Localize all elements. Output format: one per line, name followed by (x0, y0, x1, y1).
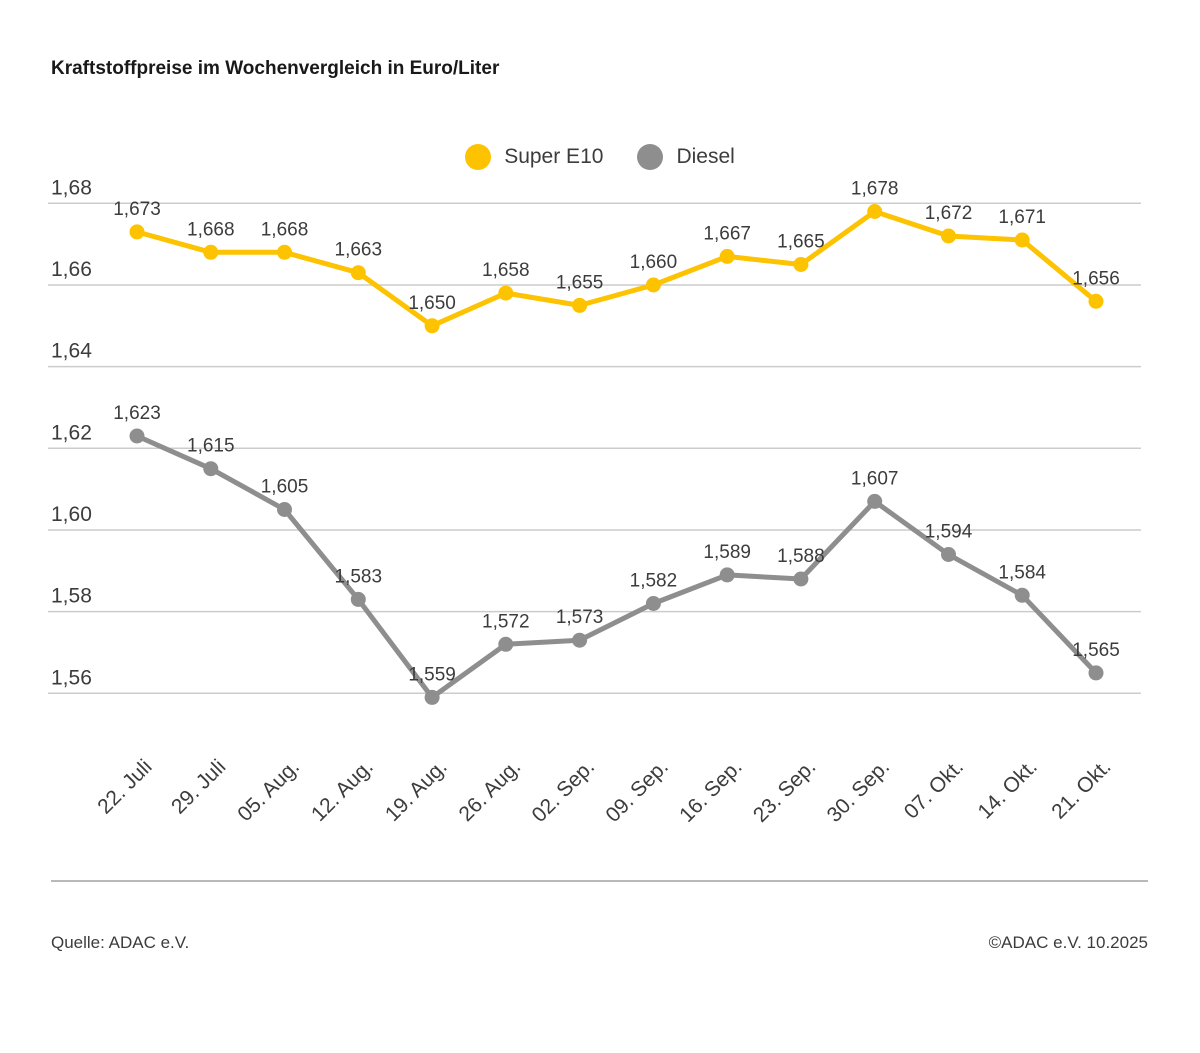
source-credit: Quelle: ADAC e.V. (51, 933, 190, 952)
x-tick-label: 19. Aug. (381, 755, 452, 826)
y-tick-label: 1,56 (51, 666, 92, 689)
data-point-marker (129, 224, 145, 240)
data-point-marker (203, 244, 219, 260)
chart-title: Kraftstoffpreise im Wochenvergleich in E… (51, 58, 500, 79)
point-value-label: 1,668 (261, 219, 309, 240)
x-tick-label: 16. Sep. (675, 755, 747, 827)
data-point-marker (1088, 665, 1104, 681)
data-point-marker (1014, 232, 1030, 248)
y-tick-label: 1,60 (51, 503, 92, 526)
point-value-label: 1,678 (851, 179, 899, 200)
x-tick-label: 05. Aug. (233, 755, 304, 826)
data-point-marker (941, 547, 956, 562)
point-value-label: 1,660 (630, 252, 678, 273)
series-diesel (129, 428, 1104, 705)
x-axis-labels: 22. Juli 29. Juli 05. Aug. 12. Aug. 19. Aug.… (93, 755, 1115, 827)
super-e10-swatch-icon (465, 144, 492, 170)
copyright-note: ©ADAC e.V. 10.2025 (988, 933, 1148, 952)
point-value-label: 1,594 (925, 522, 973, 543)
data-point-marker (498, 636, 514, 652)
data-point-marker (1088, 293, 1104, 309)
x-tick-label: 09. Sep. (601, 755, 673, 827)
point-value-labels: 1,673 1,668 1,668 1,663 1,650 1,658 1,655 1,660… (113, 179, 1120, 686)
point-value-label: 1,588 (777, 546, 825, 567)
footer-divider (51, 880, 1148, 882)
point-value-label: 1,650 (408, 293, 456, 314)
point-value-label: 1,668 (187, 219, 235, 240)
data-point-marker (793, 571, 809, 587)
legend-item-super-e10: Super E10 (465, 144, 603, 170)
point-value-label: 1,655 (556, 272, 604, 293)
legend-item-diesel: Diesel (637, 144, 735, 170)
x-tick-label: 12. Aug. (307, 755, 378, 826)
data-point-marker (645, 596, 661, 611)
x-tick-label: 30. Sep. (823, 755, 895, 827)
data-point-marker (645, 277, 661, 293)
legend-label-diesel: Diesel (676, 145, 735, 168)
y-tick-label: 1,66 (51, 258, 92, 281)
series-super-e10 (129, 204, 1104, 334)
data-point-marker (867, 493, 883, 509)
data-point-marker (129, 428, 145, 444)
diesel-swatch-icon (637, 144, 664, 170)
x-tick-label: 26. Aug. (455, 755, 526, 826)
data-point-marker (350, 591, 366, 607)
x-tick-label: 29. Juli (167, 755, 230, 818)
point-value-label: 1,663 (335, 240, 383, 261)
x-tick-label: 14. Okt. (973, 755, 1041, 823)
y-tick-label: 1,62 (51, 421, 92, 444)
data-point-marker (350, 265, 366, 281)
point-value-label: 1,656 (1072, 268, 1120, 289)
data-point-marker (1014, 587, 1030, 603)
data-point-marker (793, 257, 809, 272)
series-line (134, 209, 1099, 329)
data-point-marker (203, 461, 219, 477)
data-point-marker (424, 318, 440, 334)
grid-and-y-axis: 1,68 1,66 1,64 1,62 1,60 1,58 1,56 (48, 176, 1141, 695)
data-point-marker (424, 689, 440, 705)
point-value-label: 1,607 (851, 468, 899, 489)
data-point-marker (277, 244, 292, 260)
point-value-label: 1,572 (482, 611, 530, 632)
point-value-label: 1,615 (187, 436, 235, 457)
x-tick-label: 07. Okt. (900, 755, 968, 823)
point-value-label: 1,584 (998, 562, 1046, 583)
data-point-marker (572, 297, 588, 313)
point-value-label: 1,565 (1072, 640, 1120, 661)
data-point-marker (498, 285, 514, 301)
point-value-label: 1,667 (703, 223, 751, 244)
data-point-marker (572, 632, 588, 648)
y-tick-label: 1,68 (51, 176, 92, 199)
point-value-label: 1,582 (630, 571, 678, 592)
x-tick-label: 21. Okt. (1047, 755, 1115, 823)
point-value-label: 1,589 (703, 542, 751, 563)
point-value-label: 1,559 (408, 664, 456, 685)
data-point-marker (277, 502, 292, 517)
data-point-marker (867, 204, 883, 219)
point-value-label: 1,671 (998, 207, 1046, 228)
point-value-label: 1,672 (925, 203, 973, 224)
point-value-label: 1,623 (113, 403, 161, 424)
data-point-marker (719, 248, 735, 264)
point-value-label: 1,673 (113, 199, 161, 220)
x-tick-label: 02. Sep. (528, 755, 600, 827)
y-tick-label: 1,58 (51, 585, 92, 608)
y-tick-label: 1,64 (51, 340, 92, 363)
chart-legend: Super E10 Diesel (0, 144, 1200, 170)
point-value-label: 1,665 (777, 232, 825, 253)
point-value-label: 1,658 (482, 260, 530, 281)
point-value-label: 1,605 (261, 477, 309, 498)
data-point-marker (719, 567, 735, 583)
series-line (134, 433, 1099, 700)
data-point-marker (941, 228, 956, 244)
point-value-label: 1,583 (335, 566, 383, 587)
legend-label-super-e10: Super E10 (504, 145, 604, 168)
x-tick-label: 22. Juli (93, 755, 156, 818)
point-value-label: 1,573 (556, 607, 604, 628)
x-tick-label: 23. Sep. (749, 755, 821, 827)
